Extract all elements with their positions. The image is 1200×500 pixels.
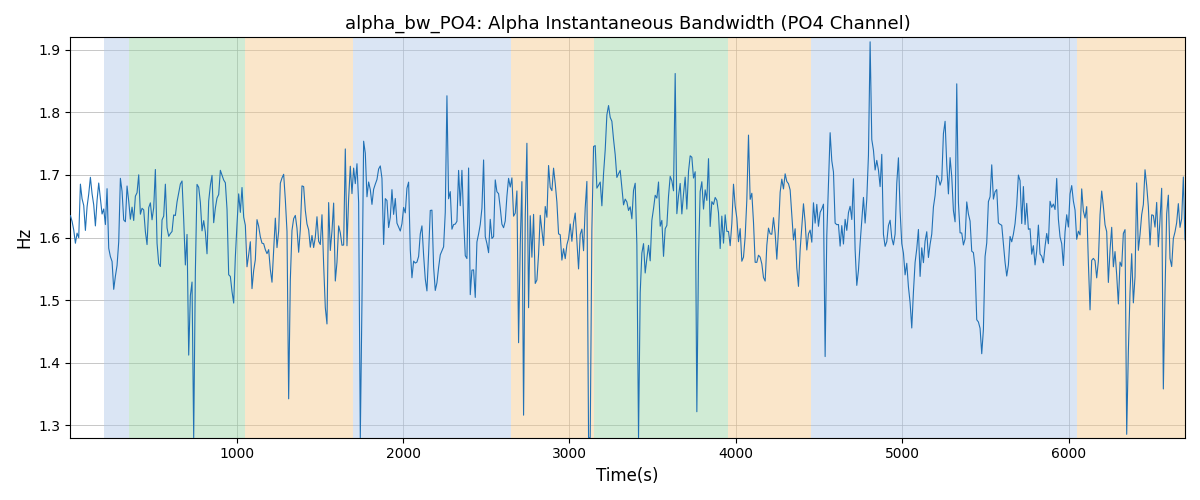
Y-axis label: Hz: Hz (14, 227, 32, 248)
Title: alpha_bw_PO4: Alpha Instantaneous Bandwidth (PO4 Channel): alpha_bw_PO4: Alpha Instantaneous Bandwi… (344, 15, 911, 34)
Bar (511, 38, 594, 438)
Bar (811, 38, 1076, 438)
Bar (103, 38, 128, 438)
Bar (128, 38, 245, 438)
Bar (727, 38, 811, 438)
Bar (245, 38, 353, 438)
Bar (1076, 38, 1186, 438)
Bar (594, 38, 727, 438)
Bar (353, 38, 511, 438)
X-axis label: Time(s): Time(s) (596, 467, 659, 485)
